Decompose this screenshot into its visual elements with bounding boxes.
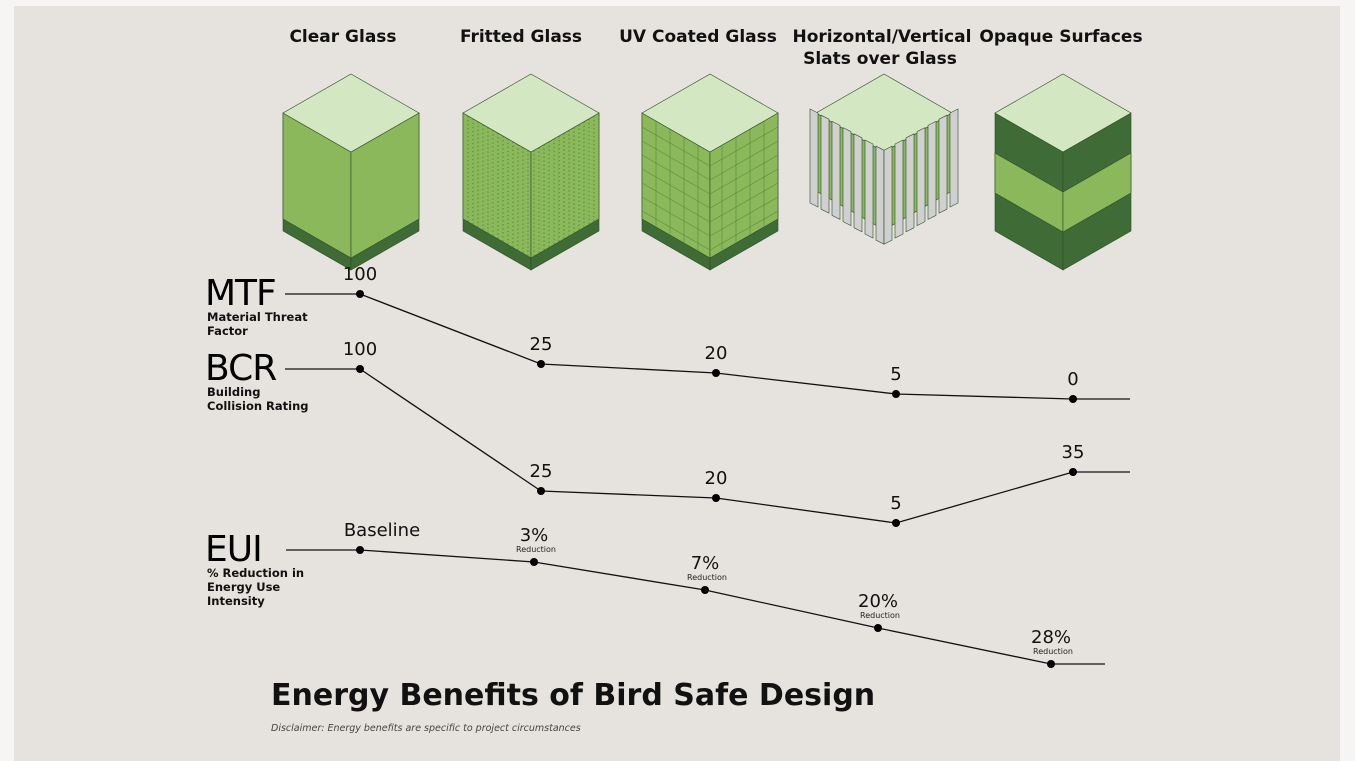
row-name: Material Threat Factor [207, 310, 308, 338]
value-label: 20% [857, 591, 899, 612]
pattern-line [709, 126, 779, 167]
row-abbr: BCR [205, 348, 277, 389]
slat [875, 145, 885, 245]
slat [894, 139, 904, 239]
value-note: Reduction [860, 611, 900, 620]
point [892, 390, 900, 398]
pattern-line [641, 140, 711, 181]
slat [831, 120, 841, 220]
point [356, 546, 364, 554]
point [892, 519, 900, 527]
slat [949, 108, 959, 208]
slat [883, 145, 893, 245]
value-label: 35 [1061, 442, 1085, 463]
title: Energy Benefits of Bird Safe Design [271, 678, 876, 713]
cube-top [994, 73, 1132, 153]
slat [938, 114, 948, 214]
value-note: Reduction [687, 573, 727, 582]
row-name: Building Collision Rating [207, 385, 309, 413]
pattern-line [709, 196, 779, 237]
slat [916, 127, 926, 227]
point [1047, 660, 1055, 668]
point [1069, 395, 1077, 403]
slat [820, 114, 830, 214]
point [1069, 468, 1077, 476]
column-label: Horizontal/Vertical Slats over Glass [792, 27, 972, 69]
connector-line [285, 368, 1130, 524]
column-label: Opaque Surfaces [979, 27, 1143, 47]
value-label: 100 [342, 264, 378, 285]
value-label: 7% [690, 553, 720, 574]
value-label: 25 [529, 334, 553, 355]
point [537, 487, 545, 495]
column-label: UV Coated Glass [619, 27, 777, 47]
slat [842, 127, 852, 227]
pattern-line [709, 154, 779, 195]
value-label: 20 [704, 468, 728, 489]
cube-top [641, 73, 779, 153]
slat [927, 120, 937, 220]
value-label: 28% [1030, 627, 1072, 648]
cube-top [462, 73, 600, 153]
slat [853, 133, 863, 233]
point [874, 624, 882, 632]
point [712, 494, 720, 502]
pattern-line [641, 168, 711, 209]
value-label: 0 [1067, 369, 1079, 390]
value-label: 20 [704, 343, 728, 364]
row-name: % Reduction in Energy Use Intensity [207, 566, 305, 608]
pattern-line [709, 182, 779, 223]
value-label: 100 [342, 339, 378, 360]
cube-top [282, 73, 420, 153]
value-label: 3% [519, 525, 549, 546]
pattern-line [709, 140, 779, 181]
pattern-line [641, 196, 711, 237]
value-label: 25 [529, 461, 553, 482]
cube-face [1062, 152, 1132, 233]
point [530, 558, 538, 566]
pattern-line [709, 210, 779, 251]
row-abbr: EUI [205, 529, 263, 570]
point [712, 369, 720, 377]
slat [809, 108, 819, 208]
column-label: Fritted Glass [459, 27, 583, 47]
slat [905, 133, 915, 233]
point [356, 290, 364, 298]
disclaimer: Disclaimer: Energy benefits are specific… [271, 723, 581, 734]
value-label: 5 [890, 364, 902, 385]
pattern-line [709, 168, 779, 209]
pattern-line [641, 126, 711, 167]
column-label: Clear Glass [289, 27, 397, 47]
pattern-line [641, 154, 711, 195]
value-note: Reduction [1033, 647, 1073, 656]
value-label: 5 [890, 493, 902, 514]
row-abbr: MTF [205, 273, 277, 314]
slat [864, 139, 874, 239]
value-note: Reduction [516, 545, 556, 554]
pattern-line [641, 210, 711, 251]
point [356, 365, 364, 373]
point [537, 360, 545, 368]
pattern-line [641, 182, 711, 223]
point [701, 586, 709, 594]
value-label: Baseline [343, 520, 421, 541]
